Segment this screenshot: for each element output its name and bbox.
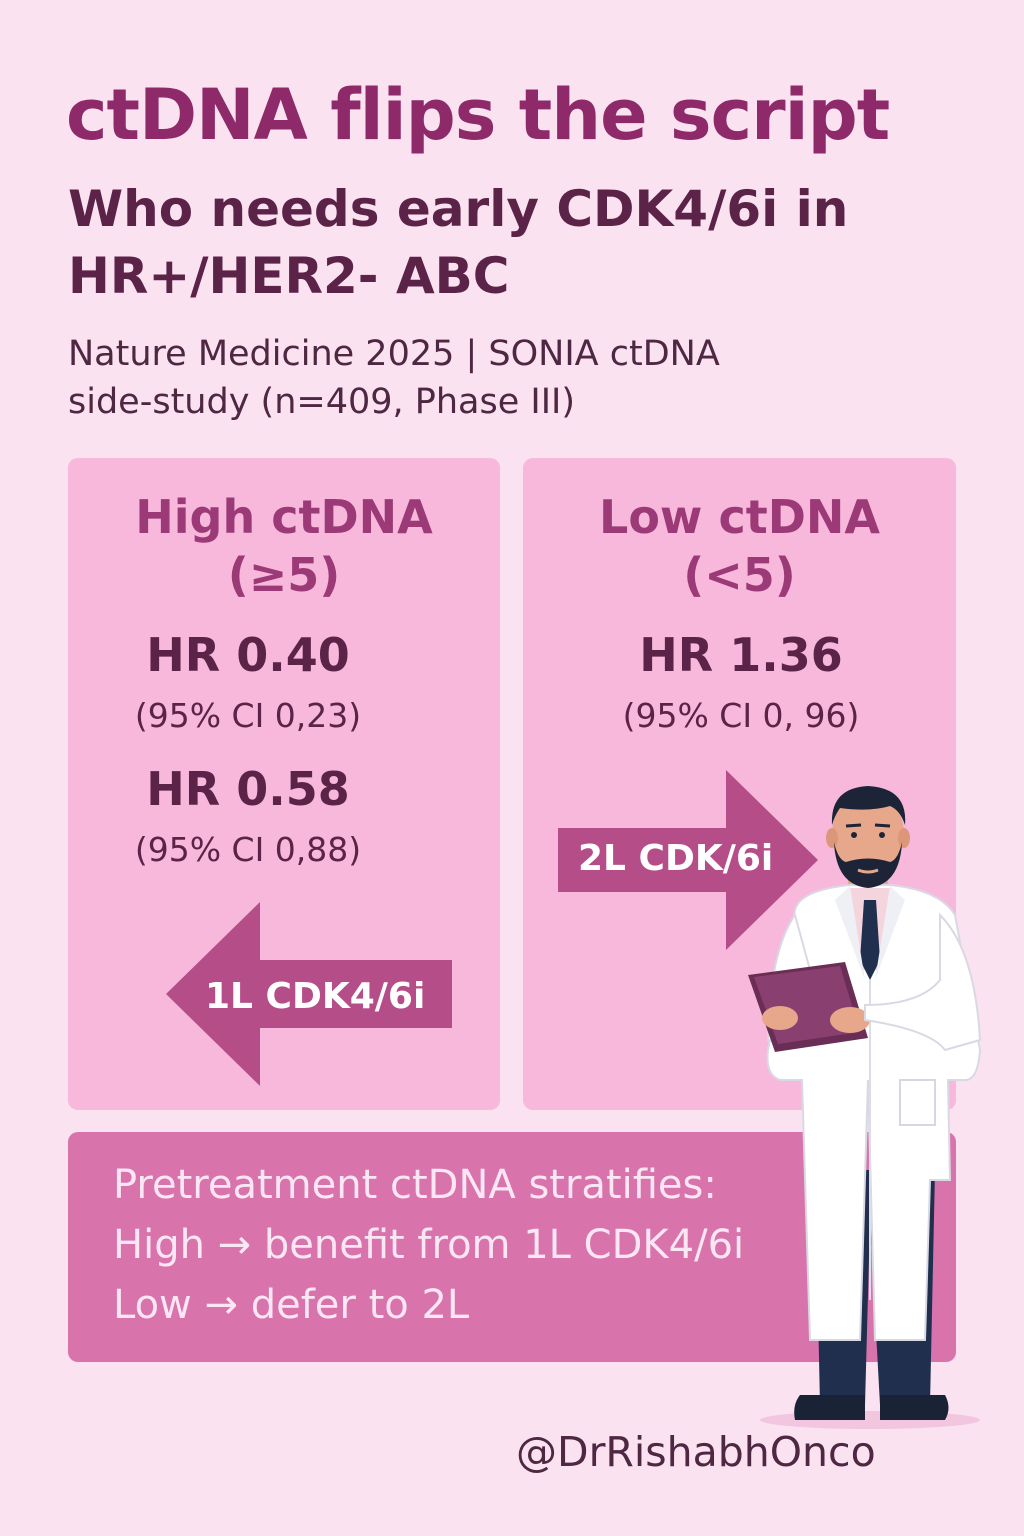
high-ci-2: (95% CI 0,88): [134, 830, 362, 869]
low-arrow-label: 2L CDK/6i: [578, 838, 774, 879]
summary-line-2: High → benefit from 1L CDK4/6i: [113, 1222, 745, 1268]
summary-line-3: Low → defer to 2L: [113, 1282, 470, 1328]
high-panel-title-line-1: High ctDNA: [135, 490, 433, 544]
subtitle: Who needs early CDK4/6i in HR+/HER2- ABC: [68, 176, 968, 310]
subtitle-line-2: HR+/HER2- ABC: [68, 247, 510, 305]
page-title: ctDNA flips the script: [66, 74, 890, 156]
high-ci-1: (95% CI 0,23): [134, 696, 362, 735]
high-panel-title: High ctDNA (≥5): [68, 488, 500, 604]
summary-box: Pretreatment ctDNA stratifies: High → be…: [68, 1132, 956, 1362]
left-arrow-icon: [166, 902, 452, 1086]
citation-line-2: side-study (n=409, Phase III): [68, 382, 576, 422]
high-hr-1: HR 0.40: [146, 628, 350, 682]
high-arrow-label: 1L CDK4/6i: [205, 976, 426, 1017]
author-handle: @DrRishabhOnco: [516, 1428, 876, 1476]
subtitle-line-1: Who needs early CDK4/6i in: [68, 180, 849, 238]
citation: Nature Medicine 2025 | SONIA ctDNA side-…: [68, 330, 948, 426]
citation-line-1: Nature Medicine 2025 | SONIA ctDNA: [68, 334, 720, 374]
low-panel-title: Low ctDNA (<5): [523, 488, 956, 604]
high-hr-2: HR 0.58: [146, 762, 350, 816]
low-panel-title-line-1: Low ctDNA: [599, 490, 880, 544]
low-hr-1: HR 1.36: [639, 628, 843, 682]
low-ci-1: (95% CI 0, 96): [622, 696, 860, 735]
low-panel-title-line-2: (<5): [683, 548, 796, 602]
right-arrow-icon: [558, 770, 818, 950]
high-ctdna-panel: High ctDNA (≥5) HR 0.40 (95% CI 0,23) HR…: [68, 458, 500, 1110]
high-panel-title-line-2: (≥5): [227, 548, 341, 602]
summary-line-1: Pretreatment ctDNA stratifies:: [113, 1162, 717, 1208]
doctor-illustration: [748, 786, 982, 1429]
